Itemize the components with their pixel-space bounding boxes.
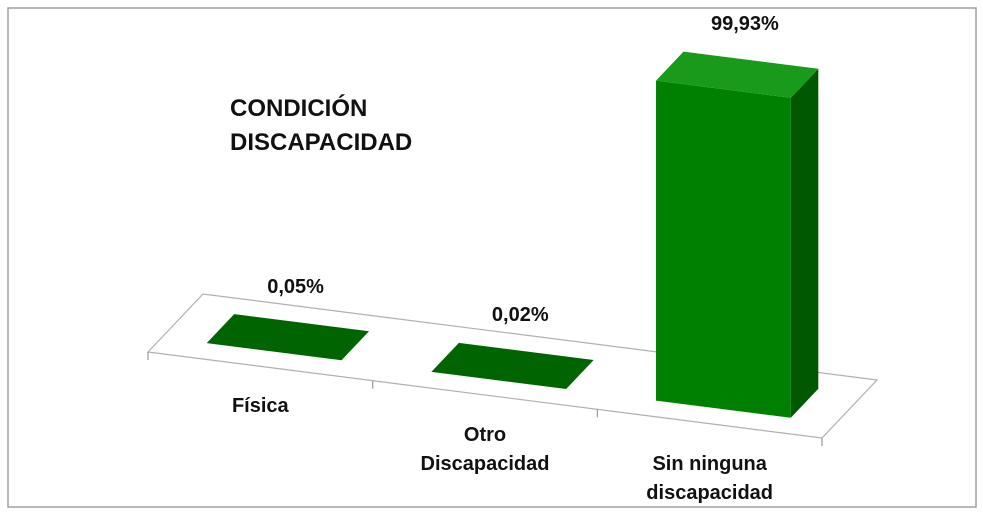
x-tick-label: Otro Discapacidad [420, 424, 550, 475]
x-tick-label: Sin ninguna discapacidad [646, 452, 774, 504]
x-tick-label: Física [231, 395, 289, 418]
chart-title: CONDICIÓN DISCAPACIDAD [230, 95, 413, 156]
bar-top [656, 51, 819, 98]
bar-top [431, 342, 594, 390]
chart-border [7, 7, 977, 508]
bar-top [206, 314, 369, 361]
value-label: 99,93% [710, 13, 779, 36]
bar-side [790, 68, 819, 418]
value-label: 0,05% [267, 275, 324, 298]
value-label: 0,02% [491, 304, 549, 327]
bar-front [656, 80, 791, 418]
